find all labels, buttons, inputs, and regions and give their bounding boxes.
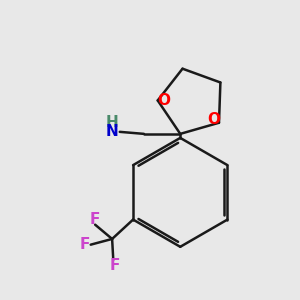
Text: O: O — [157, 93, 170, 108]
Text: H: H — [105, 116, 118, 130]
Text: O: O — [207, 112, 220, 127]
Text: F: F — [90, 212, 100, 227]
Text: N: N — [105, 124, 118, 139]
Text: F: F — [80, 237, 90, 252]
Text: F: F — [110, 258, 121, 273]
